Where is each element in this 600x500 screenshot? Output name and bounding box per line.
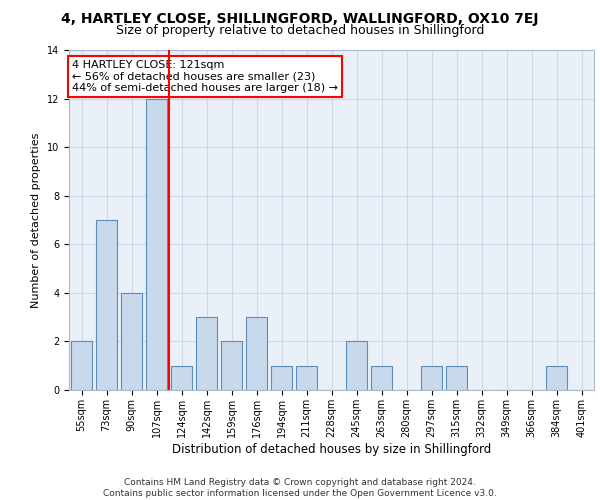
Text: 4 HARTLEY CLOSE: 121sqm
← 56% of detached houses are smaller (23)
44% of semi-de: 4 HARTLEY CLOSE: 121sqm ← 56% of detache… [71, 60, 338, 94]
Text: 4, HARTLEY CLOSE, SHILLINGFORD, WALLINGFORD, OX10 7EJ: 4, HARTLEY CLOSE, SHILLINGFORD, WALLINGF… [61, 12, 539, 26]
Bar [446, 366, 467, 390]
Bar [71, 342, 92, 390]
Bar [271, 366, 292, 390]
Bar [221, 342, 242, 390]
Text: Contains HM Land Registry data © Crown copyright and database right 2024.
Contai: Contains HM Land Registry data © Crown c… [103, 478, 497, 498]
Bar [421, 366, 442, 390]
Bar [196, 317, 217, 390]
Bar [371, 366, 392, 390]
Bar [296, 366, 317, 390]
Bar [96, 220, 117, 390]
Text: Size of property relative to detached houses in Shillingford: Size of property relative to detached ho… [116, 24, 484, 37]
Bar [146, 98, 167, 390]
Bar [171, 366, 192, 390]
Y-axis label: Number of detached properties: Number of detached properties [31, 132, 41, 308]
Bar [246, 317, 267, 390]
Bar [546, 366, 567, 390]
Bar [121, 293, 142, 390]
Bar [346, 342, 367, 390]
X-axis label: Distribution of detached houses by size in Shillingford: Distribution of detached houses by size … [172, 442, 491, 456]
